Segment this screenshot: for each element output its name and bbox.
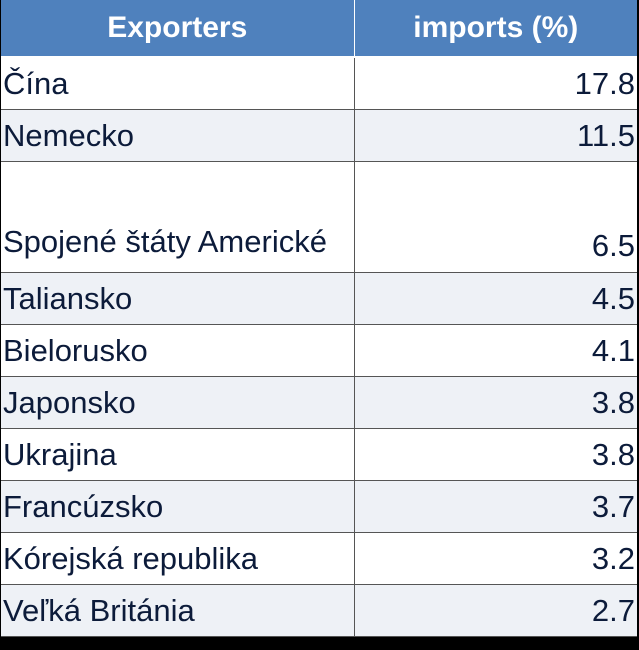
table-row: Ukrajina 3.8 (1, 428, 637, 481)
table-row: Veľká Británia 2.7 (1, 584, 637, 637)
table-row: Spojené štáty Americké 6.5 (1, 161, 637, 273)
country-cell: Japonsko (1, 376, 355, 429)
imports-value-cell: 11.5 (354, 109, 637, 162)
imports-value-cell: 17.8 (354, 57, 637, 110)
country-cell: Ukrajina (1, 428, 355, 481)
imports-value-cell: 4.1 (354, 324, 637, 377)
country-cell: Taliansko (1, 272, 355, 325)
imports-value-cell: 3.7 (354, 480, 637, 533)
country-cell: Nemecko (1, 109, 355, 162)
imports-value-cell: 3.8 (354, 428, 637, 481)
header-row: Exporters imports (%) (1, 0, 637, 58)
imports-value-cell: 3.8 (354, 376, 637, 429)
imports-table: Exporters imports (%) Čína 17.8 Nemecko … (1, 0, 637, 637)
table-row: Taliansko 4.5 (1, 272, 637, 325)
table-row: Francúzsko 3.7 (1, 480, 637, 533)
table-row: Kórejská republika 3.2 (1, 532, 637, 585)
imports-value-cell: 2.7 (354, 584, 637, 637)
country-cell: Bielorusko (1, 324, 355, 377)
table-row: Japonsko 3.8 (1, 376, 637, 429)
column-header-exporters: Exporters (1, 0, 355, 58)
country-cell: Spojené štáty Americké (1, 161, 355, 273)
column-header-imports: imports (%) (354, 0, 637, 58)
table-row: Čína 17.8 (1, 57, 637, 110)
imports-value-cell: 3.2 (354, 532, 637, 585)
table-row: Bielorusko 4.1 (1, 324, 637, 377)
country-cell: Francúzsko (1, 480, 355, 533)
table-row: Nemecko 11.5 (1, 109, 637, 162)
country-cell: Kórejská republika (1, 532, 355, 585)
country-cell: Veľká Británia (1, 584, 355, 637)
country-cell: Čína (1, 57, 355, 110)
imports-value-cell: 6.5 (354, 161, 637, 273)
imports-value-cell: 4.5 (354, 272, 637, 325)
